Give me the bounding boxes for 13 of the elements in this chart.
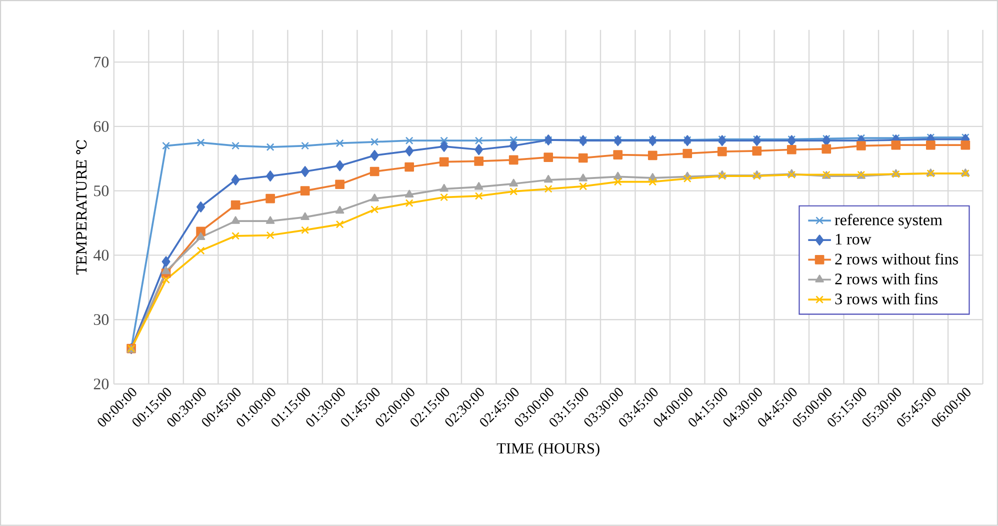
y-tick-label: 60 [94, 121, 109, 132]
y-axis-title: TEMPERATURE ℃ [76, 140, 87, 275]
y-tick-label: 20 [94, 378, 109, 390]
x-axis-title: TIME (HOURS) [496, 442, 600, 457]
y-tick-label: 70 [94, 56, 109, 68]
legend-label: 1 row [836, 234, 872, 245]
y-tick-label: 30 [94, 314, 109, 326]
y-tick-label: 40 [94, 250, 109, 261]
legend-label: reference system [834, 214, 942, 229]
legend-label: 2 rows without fins [835, 253, 958, 265]
legend-label: 3 rows with fins [835, 292, 938, 304]
y-tick-label: 50 [94, 185, 109, 196]
legend-label: 2 rows with fins [835, 273, 938, 284]
